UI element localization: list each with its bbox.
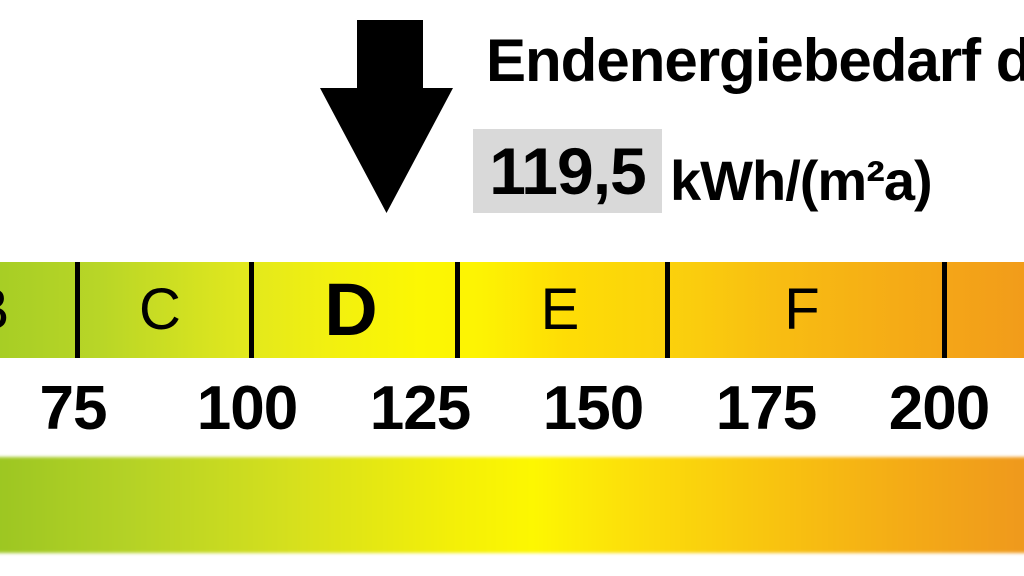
class-label-b: B [0,262,40,358]
class-divider-200 [942,262,947,358]
energy-class-band [0,262,1024,358]
energy-value: 119,5 [489,134,647,208]
value-box: 119,5 [473,129,662,213]
secondary-gradient-band [0,457,1024,553]
tick-label-150: 150 [542,374,644,443]
class-divider-75 [75,262,80,358]
class-label-d-highlighted: D [324,268,378,351]
class-label-f: F [784,277,820,342]
tick-label-75: 75 [39,374,108,443]
tick-label-125: 125 [369,374,471,443]
class-divider-100 [249,262,254,358]
value-indicator-arrow [320,20,453,213]
class-label-c: C [139,277,181,342]
class-divider-130 [455,262,460,358]
tick-label-100: 100 [196,374,298,443]
tick-label-175: 175 [715,374,817,443]
scale-title: Endenergiebedarf di [486,27,1024,94]
class-label-e: E [540,277,580,342]
unit-label: kWh/(m²a) [670,149,933,212]
class-divider-160 [665,262,670,358]
down-arrow-icon [320,20,453,213]
tick-label-200: 200 [888,374,990,443]
